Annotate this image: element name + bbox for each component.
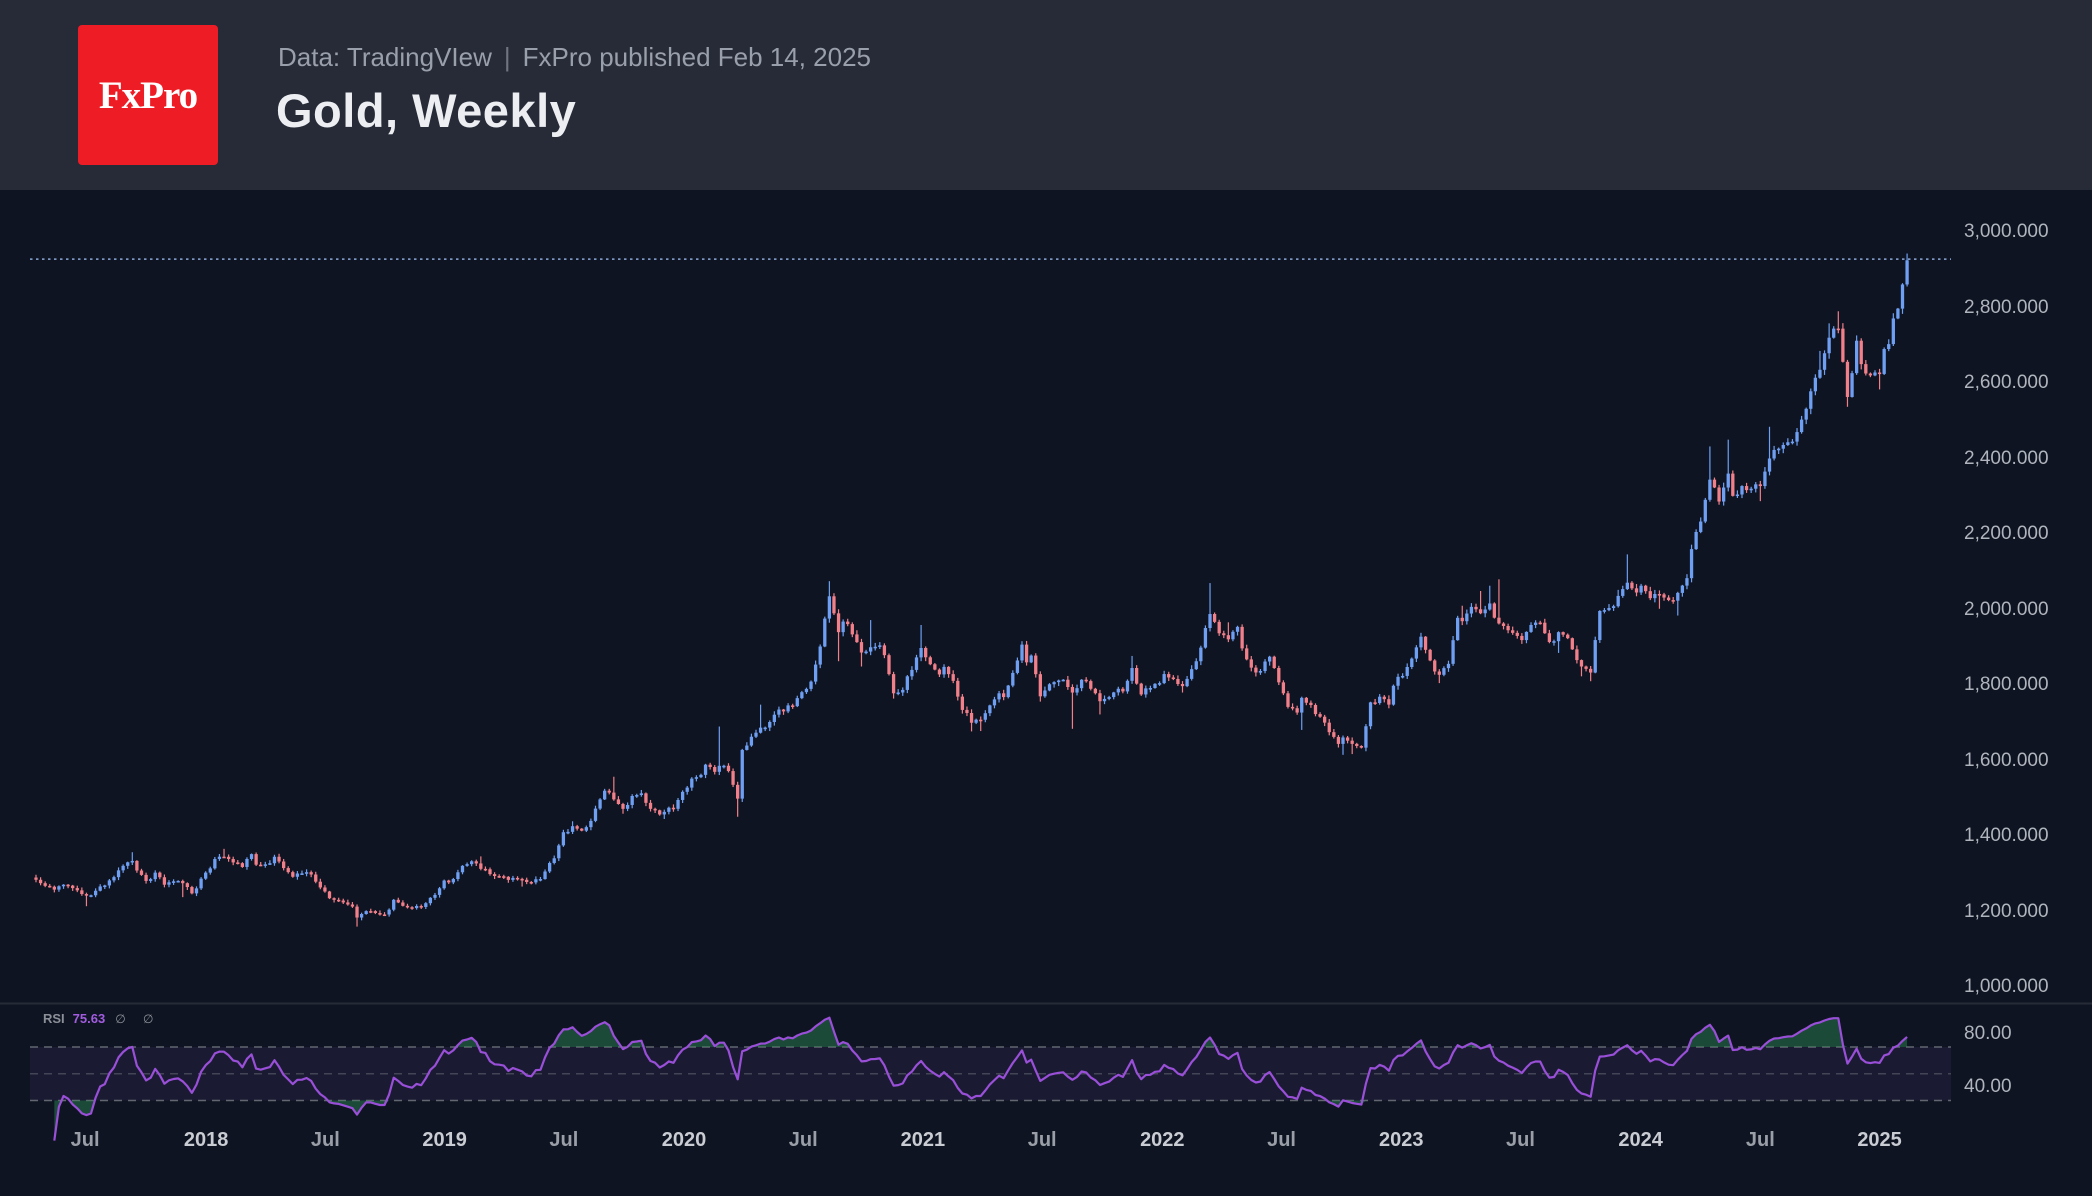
time-axis-month-label: Jul (549, 1129, 579, 1151)
rsi-value: 75.63 (72, 1011, 106, 1026)
price-axis-label: 1,200.000 (1964, 900, 2049, 922)
time-axis-year-label: 2018 (183, 1129, 229, 1151)
price-axis-label: 3,000.000 (1964, 221, 2049, 242)
published-text: FxPro published Feb 14, 2025 (522, 42, 871, 72)
time-axis-month-label: Jul (310, 1129, 340, 1151)
time-axis-month-label: Jul (1506, 1129, 1535, 1151)
time-axis-month-label: Jul (1027, 1129, 1057, 1151)
price-axis-label: 1,000.000 (1964, 976, 2049, 997)
price-axis-label: 1,400.000 (1964, 825, 2049, 846)
rsi-status: RSI 75.63 ∅ ∅ (43, 1010, 160, 1028)
price-axis-label: 2,200.000 (1964, 523, 2049, 544)
time-axis-year-label: 2019 (422, 1129, 467, 1151)
rsi-axis-label: 40.00 (1964, 1076, 2012, 1098)
time-axis-month-label: Jul (1267, 1129, 1296, 1151)
price-axis-label: 2,600.000 (1964, 372, 2049, 393)
rsi-axis-label: 80.00 (1964, 1022, 2012, 1044)
price-axis-label: 2,800.000 (1964, 296, 2049, 318)
page-title: Gold, Weekly (276, 84, 577, 137)
source-line: Data: TradingVIew | FxPro published Feb 14… (278, 42, 871, 72)
rsi-label: RSI (43, 1011, 65, 1026)
price-axis-label: 2,400.000 (1964, 447, 2049, 469)
price-axis-label: 2,000.000 (1964, 598, 2049, 620)
header-bar: FxPro Data: TradingVIew | FxPro published … (0, 0, 2092, 190)
time-axis-year-label: 2021 (900, 1129, 946, 1151)
rsi-hidden-inputs-icon: ∅ ∅ (115, 1012, 161, 1026)
time-axis-month-label: Jul (788, 1129, 818, 1151)
divider-glyph: | (503, 42, 511, 72)
fxpro-logo-text: FxPro (98, 73, 198, 117)
time-axis-month-label: Jul (70, 1129, 100, 1151)
time-axis-year-label: 2022 (1140, 1129, 1185, 1151)
time-axis-year-label: 2020 (661, 1129, 707, 1151)
time-axis-month-label: Jul (1745, 1129, 1775, 1151)
fxpro-logo: FxPro (78, 25, 218, 165)
price-axis-label: 1,800.000 (1964, 674, 2049, 695)
price-axis-label: 1,600.000 (1964, 749, 2049, 771)
time-axis-year-label: 2025 (1857, 1129, 1902, 1151)
time-axis-year-label: 2024 (1618, 1129, 1663, 1151)
data-source-text: Data: TradingVIew (278, 42, 492, 72)
time-axis-year-label: 2023 (1379, 1129, 1424, 1151)
